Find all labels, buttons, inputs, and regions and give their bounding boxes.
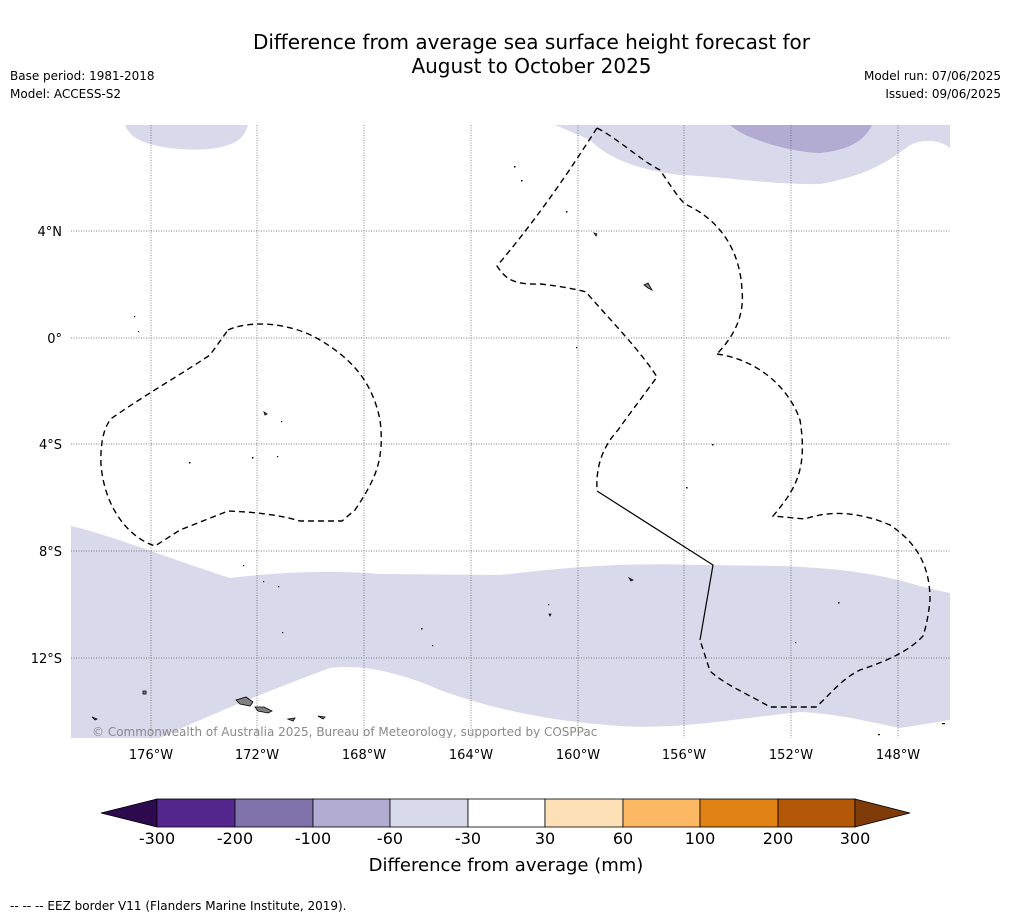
cb-tick: -200 (217, 829, 253, 848)
colorbar-bin-7 (623, 799, 700, 827)
map-panel: © Commonwealth of Australia 2025, Bureau… (71, 125, 950, 739)
colorbar-bin-8 (700, 799, 778, 827)
lat-label-8s: 8°S (39, 545, 62, 560)
colorbar-bin-2 (235, 799, 313, 827)
colorbar-bin-5 (468, 799, 545, 827)
tabuaeran-island (594, 233, 597, 236)
latitude-labels: 4°N 0° 4°S 8°S 12°S (31, 225, 62, 667)
eez-tokelau (101, 324, 381, 546)
colorbar-bin-6 (545, 799, 623, 827)
colorbar-arrow-high (855, 799, 910, 827)
kiritimati-island (644, 283, 652, 290)
colorbar-bin-9 (778, 799, 855, 827)
colorbar-bin-3 (313, 799, 390, 827)
cb-tick: 60 (613, 829, 633, 848)
anomaly-patch-north-left (125, 125, 248, 150)
colorbar-arrow-low (101, 799, 157, 827)
cb-tick: 100 (685, 829, 716, 848)
lon-label-176w: 176°W (129, 748, 173, 763)
lon-label-160w: 160°W (556, 748, 600, 763)
lon-label-152w: 152°W (769, 748, 813, 763)
colorbar-bin-4 (390, 799, 468, 827)
lat-label-4s: 4°S (39, 438, 62, 453)
lon-label-164w: 164°W (449, 748, 493, 763)
cb-tick: 30 (535, 829, 555, 848)
map-figure: © Commonwealth of Australia 2025, Bureau… (0, 0, 1011, 919)
eez-kiribati-west (497, 128, 657, 491)
cb-tick: -30 (455, 829, 481, 848)
cb-tick: -100 (295, 829, 331, 848)
lat-label-0: 0° (47, 332, 62, 347)
lon-label-168w: 168°W (342, 748, 386, 763)
lat-label-12s: 12°S (31, 652, 62, 667)
colorbar-label: Difference from average (mm) (369, 855, 644, 876)
eez-legend-note: -- -- -- EEZ border V11 (Flanders Marine… (10, 899, 347, 913)
colorbar (101, 799, 910, 827)
longitude-labels: 176°W 172°W 168°W 164°W 160°W 156°W 152°… (129, 748, 920, 763)
lon-label-172w: 172°W (235, 748, 279, 763)
cb-tick: 300 (840, 829, 871, 848)
copyright-notice: © Commonwealth of Australia 2025, Bureau… (92, 725, 597, 739)
lon-label-148w: 148°W (876, 748, 920, 763)
lon-label-156w: 156°W (662, 748, 706, 763)
kanton-atoll (264, 412, 267, 415)
colorbar-bin-1 (157, 799, 235, 827)
lat-label-4n: 4°N (38, 225, 63, 240)
cb-tick: 200 (763, 829, 794, 848)
colorbar-ticks: -300 -200 -100 -60 -30 30 60 100 200 300 (139, 829, 870, 848)
anomaly-band-south (71, 526, 950, 738)
cb-tick: -60 (377, 829, 403, 848)
wallis (143, 691, 146, 694)
cb-tick: -300 (139, 829, 175, 848)
